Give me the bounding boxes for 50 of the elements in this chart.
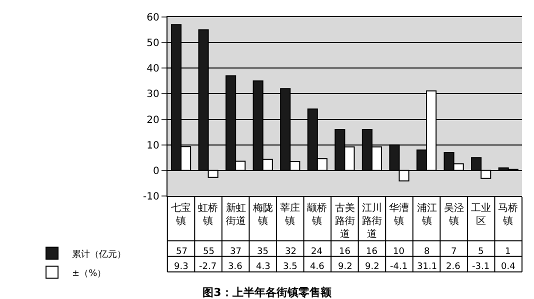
x-tick-label: 颛桥镇 <box>307 202 327 227</box>
x-tick-label: 新虹街道 <box>226 202 246 227</box>
x-tick-label: 马桥镇 <box>498 202 518 227</box>
y-tick-label: 20 <box>146 114 160 126</box>
data-label: 24 <box>311 247 323 257</box>
x-tick-label: 吴泾镇 <box>444 202 464 227</box>
y-tick-label: 40 <box>146 64 160 75</box>
data-label: 2.6 <box>446 262 461 272</box>
text: 图3：上半年各街镇零售额 <box>202 286 332 299</box>
y-tick-label: 0 <box>153 166 160 177</box>
data-label: -2.7 <box>199 262 217 272</box>
y-tick-label: 30 <box>146 89 160 100</box>
data-label: 35 <box>257 247 268 257</box>
data-label: 3.5 <box>283 262 298 272</box>
data-label: -3.1 <box>472 262 490 272</box>
data-label: 31.1 <box>417 262 438 272</box>
x-tick-label: 浦江镇 <box>417 202 437 227</box>
data-label: 55 <box>203 247 214 257</box>
data-label: 4.3 <box>256 262 270 272</box>
data-label: 0.4 <box>501 262 516 272</box>
data-label: 10 <box>393 247 405 257</box>
x-tick-label: 七宝镇 <box>171 202 191 227</box>
x-tick-label: 虹桥镇 <box>198 202 218 227</box>
x-tick-label: 莘庄镇 <box>280 202 300 227</box>
data-label: 57 <box>176 247 188 257</box>
data-label: 9.2 <box>338 262 352 272</box>
y-tick-label: 60 <box>146 12 160 24</box>
data-label: 32 <box>285 247 296 257</box>
x-tick-label: 江川路街道 <box>362 202 382 240</box>
x-tick-label: 工业区 <box>471 202 491 227</box>
legend-label: 累计（亿元） <box>72 248 126 260</box>
y-tick-label: -10 <box>143 192 160 202</box>
data-label: 16 <box>339 247 351 257</box>
y-tick-label: 10 <box>146 140 160 152</box>
data-label: 8 <box>424 247 430 257</box>
x-tick-label: 梅陇镇 <box>252 202 273 227</box>
data-label: -4.1 <box>390 262 408 272</box>
data-label: 5 <box>478 247 484 257</box>
x-tick-label: 古美路街道 <box>335 202 355 240</box>
x-tick-label: 华漕镇 <box>389 202 409 227</box>
data-label: 7 <box>451 247 457 257</box>
data-label: 9.2 <box>365 262 380 272</box>
data-label: 16 <box>366 247 378 257</box>
legend-label: ±（%） <box>72 268 106 279</box>
data-label: 3.6 <box>228 262 243 272</box>
data-label: 9.3 <box>174 262 188 272</box>
data-label: 37 <box>230 247 242 257</box>
data-label: 1 <box>505 247 511 257</box>
y-tick-label: 50 <box>146 38 160 50</box>
data-label: 4.6 <box>310 262 325 272</box>
